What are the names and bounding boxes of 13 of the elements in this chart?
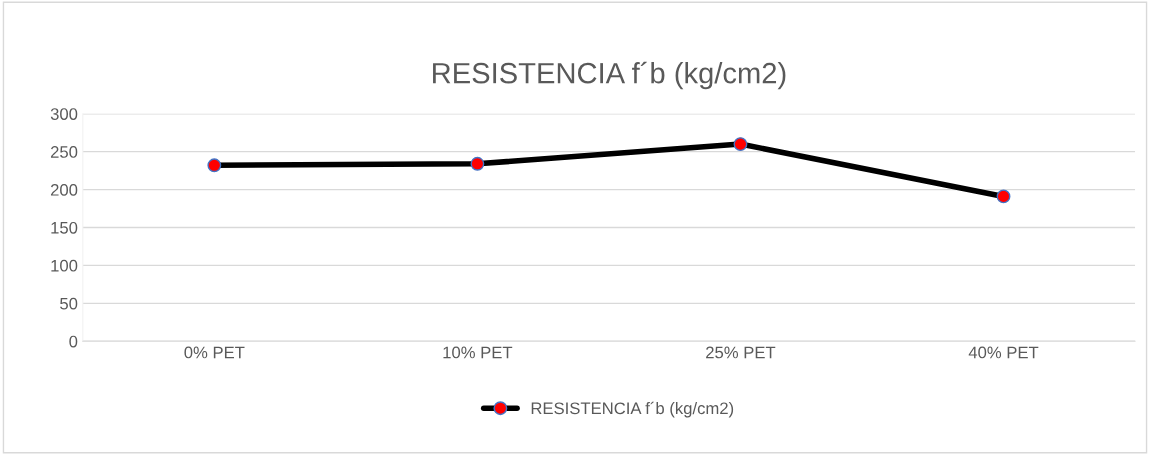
- y-tick-label: 0: [69, 335, 78, 348]
- x-tick-label: 10% PET: [443, 346, 513, 359]
- y-tick-label: 50: [60, 297, 78, 310]
- y-tick-label: 300: [50, 108, 78, 120]
- chart-title: RESISTENCIA f´b (kg/cm2): [433, 61, 786, 90]
- x-tick-label: 25% PET: [706, 346, 776, 359]
- y-tick-label: 150: [51, 221, 78, 234]
- x-tick-label: 40% PET: [968, 346, 1039, 359]
- y-tick-label: 250: [50, 146, 78, 158]
- y-tick-label: 100: [51, 259, 78, 272]
- y-tick-label: 200: [50, 183, 78, 196]
- x-tick-label: 0% PET: [184, 346, 245, 359]
- legend-label: RESISTENCIA f´b (kg/cm2): [531, 401, 734, 418]
